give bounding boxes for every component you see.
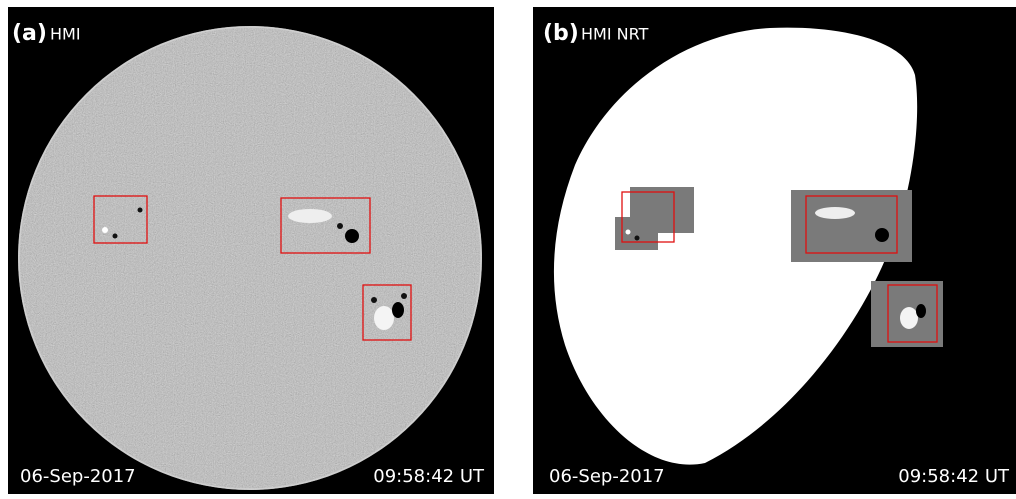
date: 06-Sep-2017 xyxy=(20,466,136,487)
panel-title: HMI NRT xyxy=(581,25,649,44)
spot xyxy=(900,307,918,329)
spot xyxy=(875,228,889,242)
spot xyxy=(635,236,640,241)
time: 09:58:42 UT xyxy=(898,466,1010,487)
spot xyxy=(401,293,407,299)
panel-label: (a) xyxy=(12,21,47,46)
spot xyxy=(815,207,855,219)
panel-label: (b) xyxy=(543,21,579,46)
time: 09:58:42 UT xyxy=(373,466,485,487)
spot xyxy=(288,209,332,223)
spot xyxy=(138,208,143,213)
disk-texture xyxy=(18,26,482,490)
spot xyxy=(345,229,359,243)
spot xyxy=(916,304,926,318)
spot xyxy=(392,302,404,318)
spot xyxy=(102,227,108,233)
panel-b: (b) HMI NRT 06-Sep-2017 09:58:42 UT xyxy=(533,7,1016,494)
spot xyxy=(374,306,394,330)
spot xyxy=(371,297,377,303)
figure: (a) HMI 06-Sep-2017 09:58:42 UT (b) HMI … xyxy=(0,0,1016,499)
spot xyxy=(113,234,118,239)
patch xyxy=(791,190,912,262)
panel-a: (a) HMI 06-Sep-2017 09:58:42 UT xyxy=(8,7,494,494)
panel-title: HMI xyxy=(50,25,81,44)
spot xyxy=(337,223,343,229)
spot xyxy=(626,230,631,235)
date: 06-Sep-2017 xyxy=(549,466,665,487)
